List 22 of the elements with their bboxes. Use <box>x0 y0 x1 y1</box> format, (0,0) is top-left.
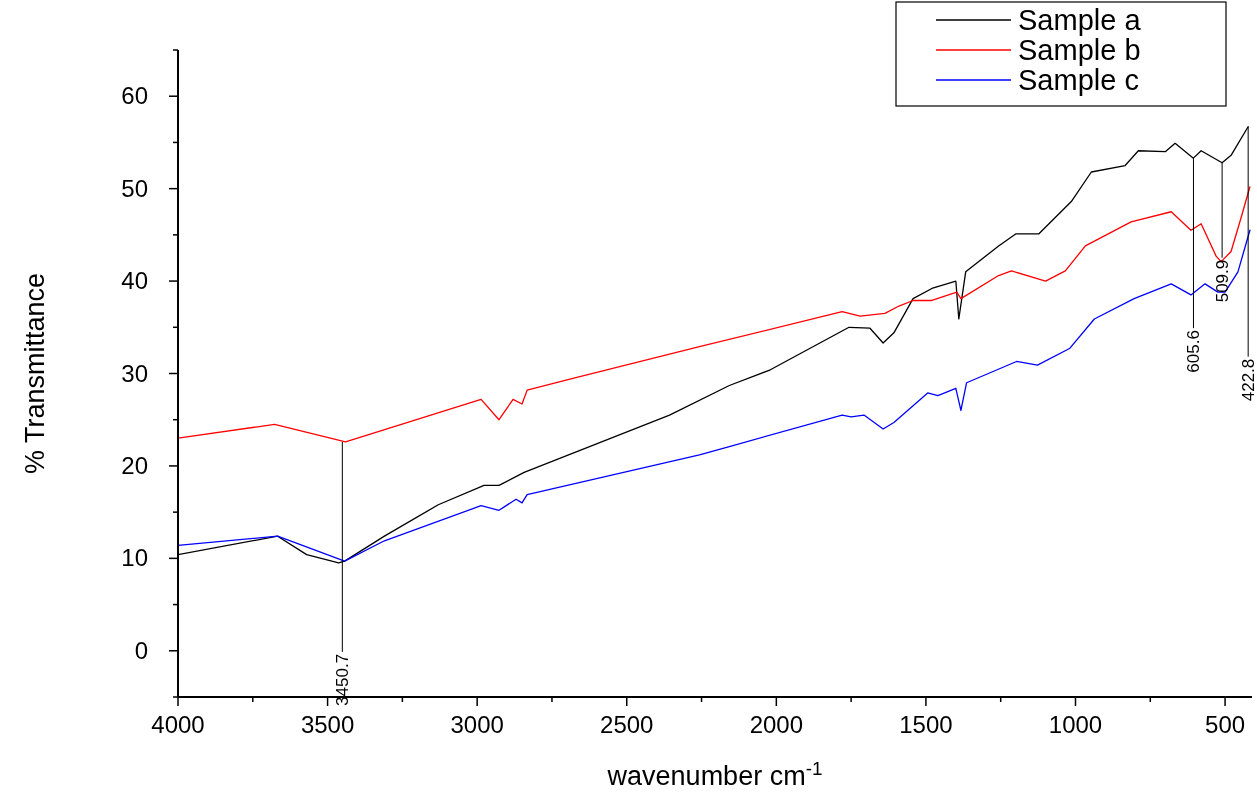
x-tick-label: 2000 <box>749 711 804 738</box>
annotation: 509.9 <box>1213 259 1233 303</box>
annotation: 3450.7 <box>333 653 353 706</box>
x-axis-title: wavenumber cm$^{-1}$ <box>606 757 823 791</box>
y-tick-label: 40 <box>121 267 148 295</box>
x-tick-label: 1500 <box>899 711 953 738</box>
legend-label: Sample a <box>1018 4 1142 36</box>
x-tick-label: 4000 <box>151 711 205 738</box>
x-tick-label: 3000 <box>450 711 504 738</box>
annotation: 422.8 <box>1239 358 1257 402</box>
annotation: 605.6 <box>1184 330 1204 373</box>
x-tick-label: 3500 <box>300 711 355 738</box>
x-tick-label: 1000 <box>1048 711 1103 738</box>
y-tick-label: 50 <box>121 174 148 202</box>
y-tick-label: 60 <box>121 82 148 110</box>
x-tick-label: 2500 <box>600 711 654 738</box>
y-tick-label: 10 <box>121 544 148 572</box>
y-tick-label: 0 <box>134 636 148 664</box>
y-tick-label: 30 <box>121 359 148 387</box>
x-tick-label: 500 <box>1205 711 1246 738</box>
y-tick-label: 20 <box>121 451 148 479</box>
y-axis-title: % Transmittance <box>20 272 50 475</box>
